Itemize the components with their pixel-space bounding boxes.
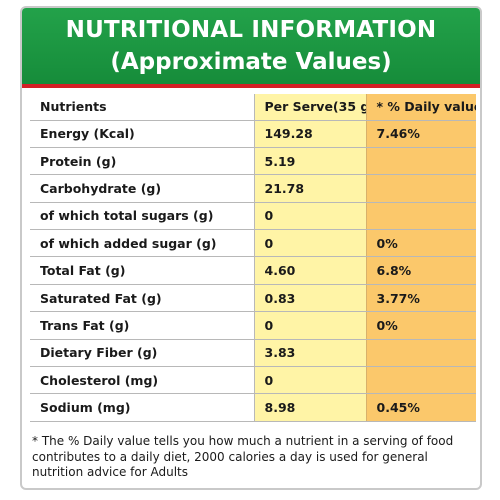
daily-value: 7.46%	[366, 120, 476, 148]
footnote: * The % Daily value tells you how much a…	[32, 434, 454, 479]
table-row: Sodium (mg) 8.98 0.45%	[30, 393, 476, 422]
nutrient-name: Carbohydrate (g)	[30, 174, 255, 203]
table-row: Cholesterol (mg) 0	[30, 366, 476, 395]
daily-value: 6.8%	[366, 256, 476, 285]
nutrient-name: Sodium (mg)	[30, 393, 255, 422]
daily-value: 0%	[366, 311, 476, 340]
column-header-nutrients: Nutrients	[30, 94, 255, 121]
page-subtitle: (Approximate Values)	[110, 49, 392, 75]
daily-value: 0.45%	[366, 393, 476, 422]
nutrient-name: Protein (g)	[30, 147, 255, 176]
column-header-daily-value: * % Daily value	[366, 94, 476, 121]
table-row: Dietary Fiber (g) 3.83	[30, 339, 476, 368]
table-row: Saturated Fat (g) 0.83 3.77%	[30, 284, 476, 313]
nutrient-name: Energy (Kcal)	[30, 120, 255, 148]
table-row: Total Fat (g) 4.60 6.8%	[30, 256, 476, 285]
column-header-per-serve: Per Serve(35 g)	[254, 94, 367, 121]
daily-value	[366, 147, 476, 176]
per-serve-value: 0.83	[254, 284, 367, 313]
nutrition-table: Nutrients Per Serve(35 g) * % Daily valu…	[30, 94, 476, 422]
daily-value: 3.77%	[366, 284, 476, 313]
per-serve-value: 0	[254, 311, 367, 340]
table-row: of which added sugar (g) 0 0%	[30, 229, 476, 258]
nutrient-name: of which total sugars (g)	[30, 202, 255, 231]
table-row: Energy (Kcal) 149.28 7.46%	[30, 120, 476, 148]
daily-value	[366, 339, 476, 368]
nutrient-name: Saturated Fat (g)	[30, 284, 255, 313]
nutrient-name: of which added sugar (g)	[30, 229, 255, 258]
nutrition-header: NUTRITIONAL INFORMATION (Approximate Val…	[22, 8, 480, 88]
nutrient-name: Total Fat (g)	[30, 256, 255, 285]
per-serve-value: 3.83	[254, 339, 367, 368]
daily-value	[366, 174, 476, 203]
table-row: of which total sugars (g) 0	[30, 202, 476, 231]
per-serve-value: 4.60	[254, 256, 367, 285]
per-serve-value: 149.28	[254, 120, 367, 148]
nutrition-panel: NUTRITIONAL INFORMATION (Approximate Val…	[20, 6, 482, 490]
table-row: Trans Fat (g) 0 0%	[30, 311, 476, 340]
daily-value	[366, 366, 476, 395]
nutrient-name: Dietary Fiber (g)	[30, 339, 255, 368]
nutrient-name: Trans Fat (g)	[30, 311, 255, 340]
table-header-row: Nutrients Per Serve(35 g) * % Daily valu…	[30, 94, 476, 121]
nutrient-name: Cholesterol (mg)	[30, 366, 255, 395]
per-serve-value: 0	[254, 366, 367, 395]
per-serve-value: 5.19	[254, 147, 367, 176]
per-serve-value: 0	[254, 202, 367, 231]
table-row: Carbohydrate (g) 21.78	[30, 174, 476, 203]
per-serve-value: 21.78	[254, 174, 367, 203]
per-serve-value: 8.98	[254, 393, 367, 422]
page-title: NUTRITIONAL INFORMATION	[65, 17, 437, 43]
per-serve-value: 0	[254, 229, 367, 258]
table-row: Protein (g) 5.19	[30, 147, 476, 176]
daily-value	[366, 202, 476, 231]
daily-value: 0%	[366, 229, 476, 258]
